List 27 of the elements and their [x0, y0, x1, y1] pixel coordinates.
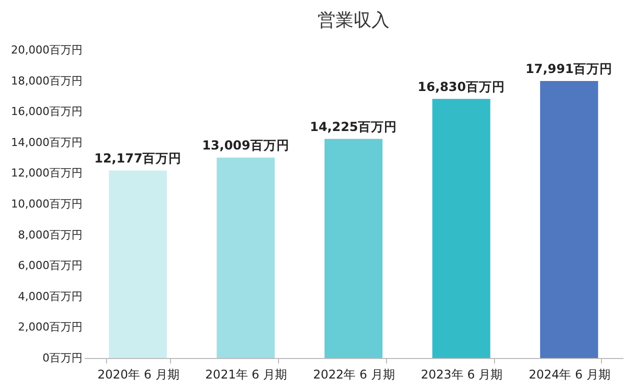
data-label: 12,177百万円: [94, 150, 182, 166]
y-tick-label: 4,000百万円: [18, 290, 82, 303]
x-tick-label: 2023年 6 月期: [420, 368, 503, 382]
y-tick-label: 8,000百万円: [18, 228, 82, 242]
data-label: 16,830百万円: [418, 78, 505, 94]
bar: [540, 80, 598, 358]
y-tick-label: 0百万円: [42, 352, 82, 364]
y-tick-label: 2,000百万円: [18, 320, 82, 334]
y-tick-label: 20,000百万円: [11, 44, 82, 56]
x-tick-label: 2024年 6 月期: [528, 368, 611, 382]
bar: [216, 158, 275, 358]
y-tick-label: 6,000百万円: [18, 259, 82, 272]
x-tick-label: 2020年 6 月期: [97, 368, 180, 382]
y-tick-label: 16,000百万円: [11, 105, 82, 118]
chart-title: 営業収入: [318, 10, 390, 31]
y-tick-label: 12,000百万円: [11, 166, 82, 180]
x-tick-label: 2022年 6 月期: [313, 368, 395, 382]
data-label: 13,009百万円: [202, 138, 290, 153]
y-tick-label: 18,000百万円: [11, 74, 82, 88]
bar: [432, 98, 490, 358]
y-tick-label: 10,000百万円: [11, 198, 82, 210]
data-label: 14,225百万円: [310, 118, 398, 134]
y-tick-label: 14,000百万円: [11, 136, 82, 149]
x-tick-label: 2021年 6 月期: [205, 368, 288, 382]
bar: [324, 138, 382, 358]
bar: [108, 170, 167, 358]
data-label: 17,991百万円: [525, 60, 613, 76]
